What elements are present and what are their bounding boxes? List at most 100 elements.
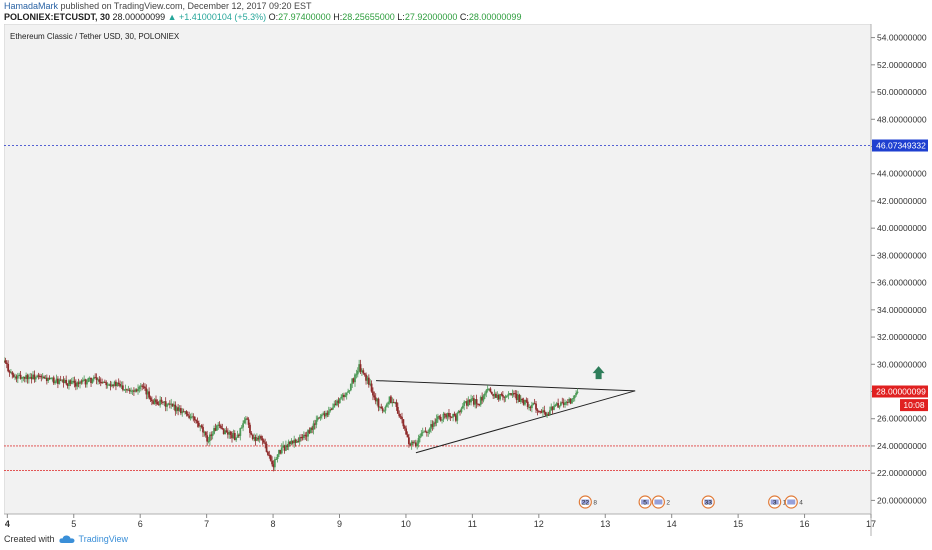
candle-body[interactable]: [373, 395, 376, 398]
candle-body[interactable]: [307, 430, 309, 437]
candle-body[interactable]: [217, 424, 220, 426]
candle-body[interactable]: [403, 426, 406, 429]
candle-body[interactable]: [110, 384, 113, 387]
candle-body[interactable]: [251, 434, 254, 440]
candle-body[interactable]: [19, 374, 22, 379]
candle-body[interactable]: [228, 431, 231, 435]
candle-body[interactable]: [191, 416, 193, 418]
candle-body[interactable]: [214, 428, 217, 431]
candle-body[interactable]: [197, 422, 200, 427]
candle-body[interactable]: [573, 395, 576, 399]
candle-body[interactable]: [21, 377, 23, 379]
trend-line[interactable]: [376, 380, 636, 392]
candle-body[interactable]: [192, 416, 195, 418]
candle-body[interactable]: [175, 407, 178, 412]
candle-body[interactable]: [193, 416, 196, 421]
candle-body[interactable]: [315, 420, 318, 425]
candle-body[interactable]: [39, 375, 41, 377]
candle-body[interactable]: [123, 389, 126, 391]
candle-body[interactable]: [559, 402, 562, 406]
tradingview-link[interactable]: TradingView: [78, 534, 129, 544]
candle-body[interactable]: [40, 376, 43, 378]
candle-body[interactable]: [409, 443, 412, 446]
candle-body[interactable]: [363, 373, 366, 375]
candle-body[interactable]: [529, 406, 532, 409]
candle-body[interactable]: [398, 413, 401, 417]
candle-body[interactable]: [394, 402, 396, 404]
candle-body[interactable]: [572, 398, 575, 400]
candle-body[interactable]: [524, 400, 526, 405]
candle-body[interactable]: [33, 374, 36, 380]
candle-body[interactable]: [50, 377, 52, 379]
candle-body[interactable]: [468, 399, 471, 403]
candle-body[interactable]: [434, 422, 437, 424]
candle-body[interactable]: [369, 383, 372, 385]
candle-body[interactable]: [464, 401, 467, 403]
candle-body[interactable]: [101, 382, 104, 384]
candle-body[interactable]: [439, 416, 442, 421]
candle-body[interactable]: [213, 428, 215, 434]
candle-body[interactable]: [30, 376, 33, 380]
candle-body[interactable]: [486, 388, 489, 391]
candle-body[interactable]: [348, 390, 351, 392]
candle-body[interactable]: [396, 406, 399, 414]
candle-body[interactable]: [225, 430, 228, 433]
candle-body[interactable]: [528, 406, 531, 408]
candle-body[interactable]: [532, 403, 535, 405]
candle-body[interactable]: [338, 398, 341, 404]
candle-body[interactable]: [177, 407, 180, 411]
candle-body[interactable]: [493, 393, 496, 397]
candle-body[interactable]: [195, 420, 197, 422]
candle-body[interactable]: [354, 374, 356, 383]
candle-body[interactable]: [99, 381, 102, 383]
candle-body[interactable]: [370, 383, 373, 392]
candle-body[interactable]: [268, 454, 271, 456]
candle-body[interactable]: [331, 407, 334, 410]
candle-body[interactable]: [119, 384, 121, 387]
candle-body[interactable]: [296, 440, 298, 443]
candle-body[interactable]: [37, 375, 40, 377]
candle-body[interactable]: [109, 384, 112, 387]
candle-body[interactable]: [135, 389, 138, 392]
candle-body[interactable]: [267, 451, 269, 455]
candle-body[interactable]: [47, 377, 50, 381]
candle-body[interactable]: [449, 416, 452, 418]
candle-body[interactable]: [457, 411, 460, 414]
candle-body[interactable]: [510, 393, 513, 396]
candle-body[interactable]: [319, 416, 322, 419]
candle-body[interactable]: [490, 391, 493, 394]
candle-body[interactable]: [58, 379, 61, 384]
candle-body[interactable]: [139, 385, 142, 387]
candle-body[interactable]: [4, 360, 7, 363]
candle-body[interactable]: [141, 385, 144, 387]
candle-body[interactable]: [289, 441, 291, 444]
candle-body[interactable]: [150, 399, 153, 402]
candle-body[interactable]: [51, 377, 54, 379]
candle-body[interactable]: [73, 380, 76, 383]
candle-body[interactable]: [496, 394, 499, 398]
author-link[interactable]: HamadaMark: [4, 1, 59, 11]
candle-body[interactable]: [323, 413, 326, 417]
candle-body[interactable]: [519, 398, 522, 402]
candle-body[interactable]: [159, 399, 162, 406]
candle-body[interactable]: [553, 405, 555, 410]
candle-body[interactable]: [188, 415, 191, 419]
candle-body[interactable]: [530, 404, 533, 409]
candle-body[interactable]: [5, 362, 8, 364]
candle-body[interactable]: [84, 379, 87, 385]
candle-body[interactable]: [220, 425, 222, 429]
candle-body[interactable]: [533, 403, 536, 405]
candle-body[interactable]: [215, 425, 218, 431]
candle-body[interactable]: [441, 419, 443, 421]
candle-body[interactable]: [565, 401, 568, 403]
candle-body[interactable]: [316, 417, 319, 421]
candle-body[interactable]: [271, 460, 273, 465]
candle-body[interactable]: [542, 410, 544, 413]
candle-body[interactable]: [83, 379, 86, 381]
candle-body[interactable]: [438, 416, 441, 418]
candle-body[interactable]: [392, 401, 395, 403]
candle-body[interactable]: [56, 378, 59, 384]
candle-body[interactable]: [287, 441, 290, 448]
candle-body[interactable]: [124, 389, 127, 391]
candle-body[interactable]: [170, 403, 173, 405]
